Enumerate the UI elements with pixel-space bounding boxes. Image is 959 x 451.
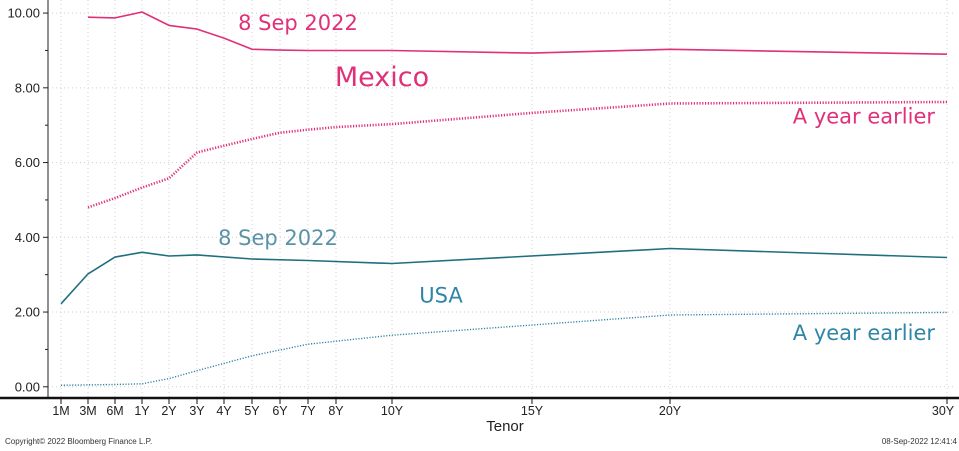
x-tick-label: 1Y <box>134 404 150 418</box>
y-tick-label: 6.00 <box>15 155 40 170</box>
copyright-footer: Copyright© 2022 Bloomberg Finance L.P. <box>5 437 152 446</box>
y-tick-label: 8.00 <box>15 80 40 95</box>
series-line-usa-current <box>60 247 948 305</box>
x-tick-label: 20Y <box>659 404 682 418</box>
annotation-a-year-earlier: A year earlier <box>793 104 936 128</box>
timestamp-footer: 08-Sep-2022 12:41:4 <box>882 437 958 446</box>
x-tick-label: 30Y <box>932 404 955 418</box>
y-tick-label: 0.00 <box>15 379 40 394</box>
y-tick-label: 10.00 <box>7 6 40 21</box>
x-tick-label: 3M <box>79 404 96 418</box>
x-tick-label: 2Y <box>161 404 177 418</box>
x-tick-label: 6M <box>106 404 123 418</box>
x-axis-title: Tenor <box>486 418 524 435</box>
y-tick-label: 2.00 <box>15 305 40 320</box>
x-tick-label: 4Y <box>216 404 232 418</box>
annotation-usa: USA <box>419 284 463 308</box>
x-tick-label: 1M <box>52 404 69 418</box>
annotations: 8 Sep 2022 Mexico A year earlier 8 Sep 2022… <box>218 11 935 345</box>
x-tick-label: 15Y <box>521 404 544 418</box>
series-line-mexico-year-earlier <box>87 100 948 209</box>
series-lines <box>60 11 948 386</box>
y-tick-label: 4.00 <box>15 230 40 245</box>
x-tick-label: 8Y <box>328 404 344 418</box>
x-tick-label: 3Y <box>189 404 205 418</box>
annotation-8-sep-2022: 8 Sep 2022 <box>218 226 338 250</box>
annotation-mexico: Mexico <box>335 62 429 93</box>
y-axis: 0.00 2.00 4.00 6.00 8.00 10.00 <box>7 0 49 398</box>
x-tick-label: 7Y <box>300 404 316 418</box>
x-axis: 1M 3M 6M 1Y 2Y 3Y 4Y 5Y 6Y 7Y 8Y 10Y 15Y 20Y 30Y <box>0 396 959 418</box>
x-tick-label: 5Y <box>244 404 260 418</box>
x-tick-label: 6Y <box>272 404 288 418</box>
annotation-8-sep-2022: 8 Sep 2022 <box>238 11 358 35</box>
annotation-a-year-earlier: A year earlier <box>793 321 936 345</box>
series-line-mexico-current <box>87 11 948 55</box>
x-tick-label: 10Y <box>381 404 404 418</box>
gridlines <box>48 0 953 398</box>
